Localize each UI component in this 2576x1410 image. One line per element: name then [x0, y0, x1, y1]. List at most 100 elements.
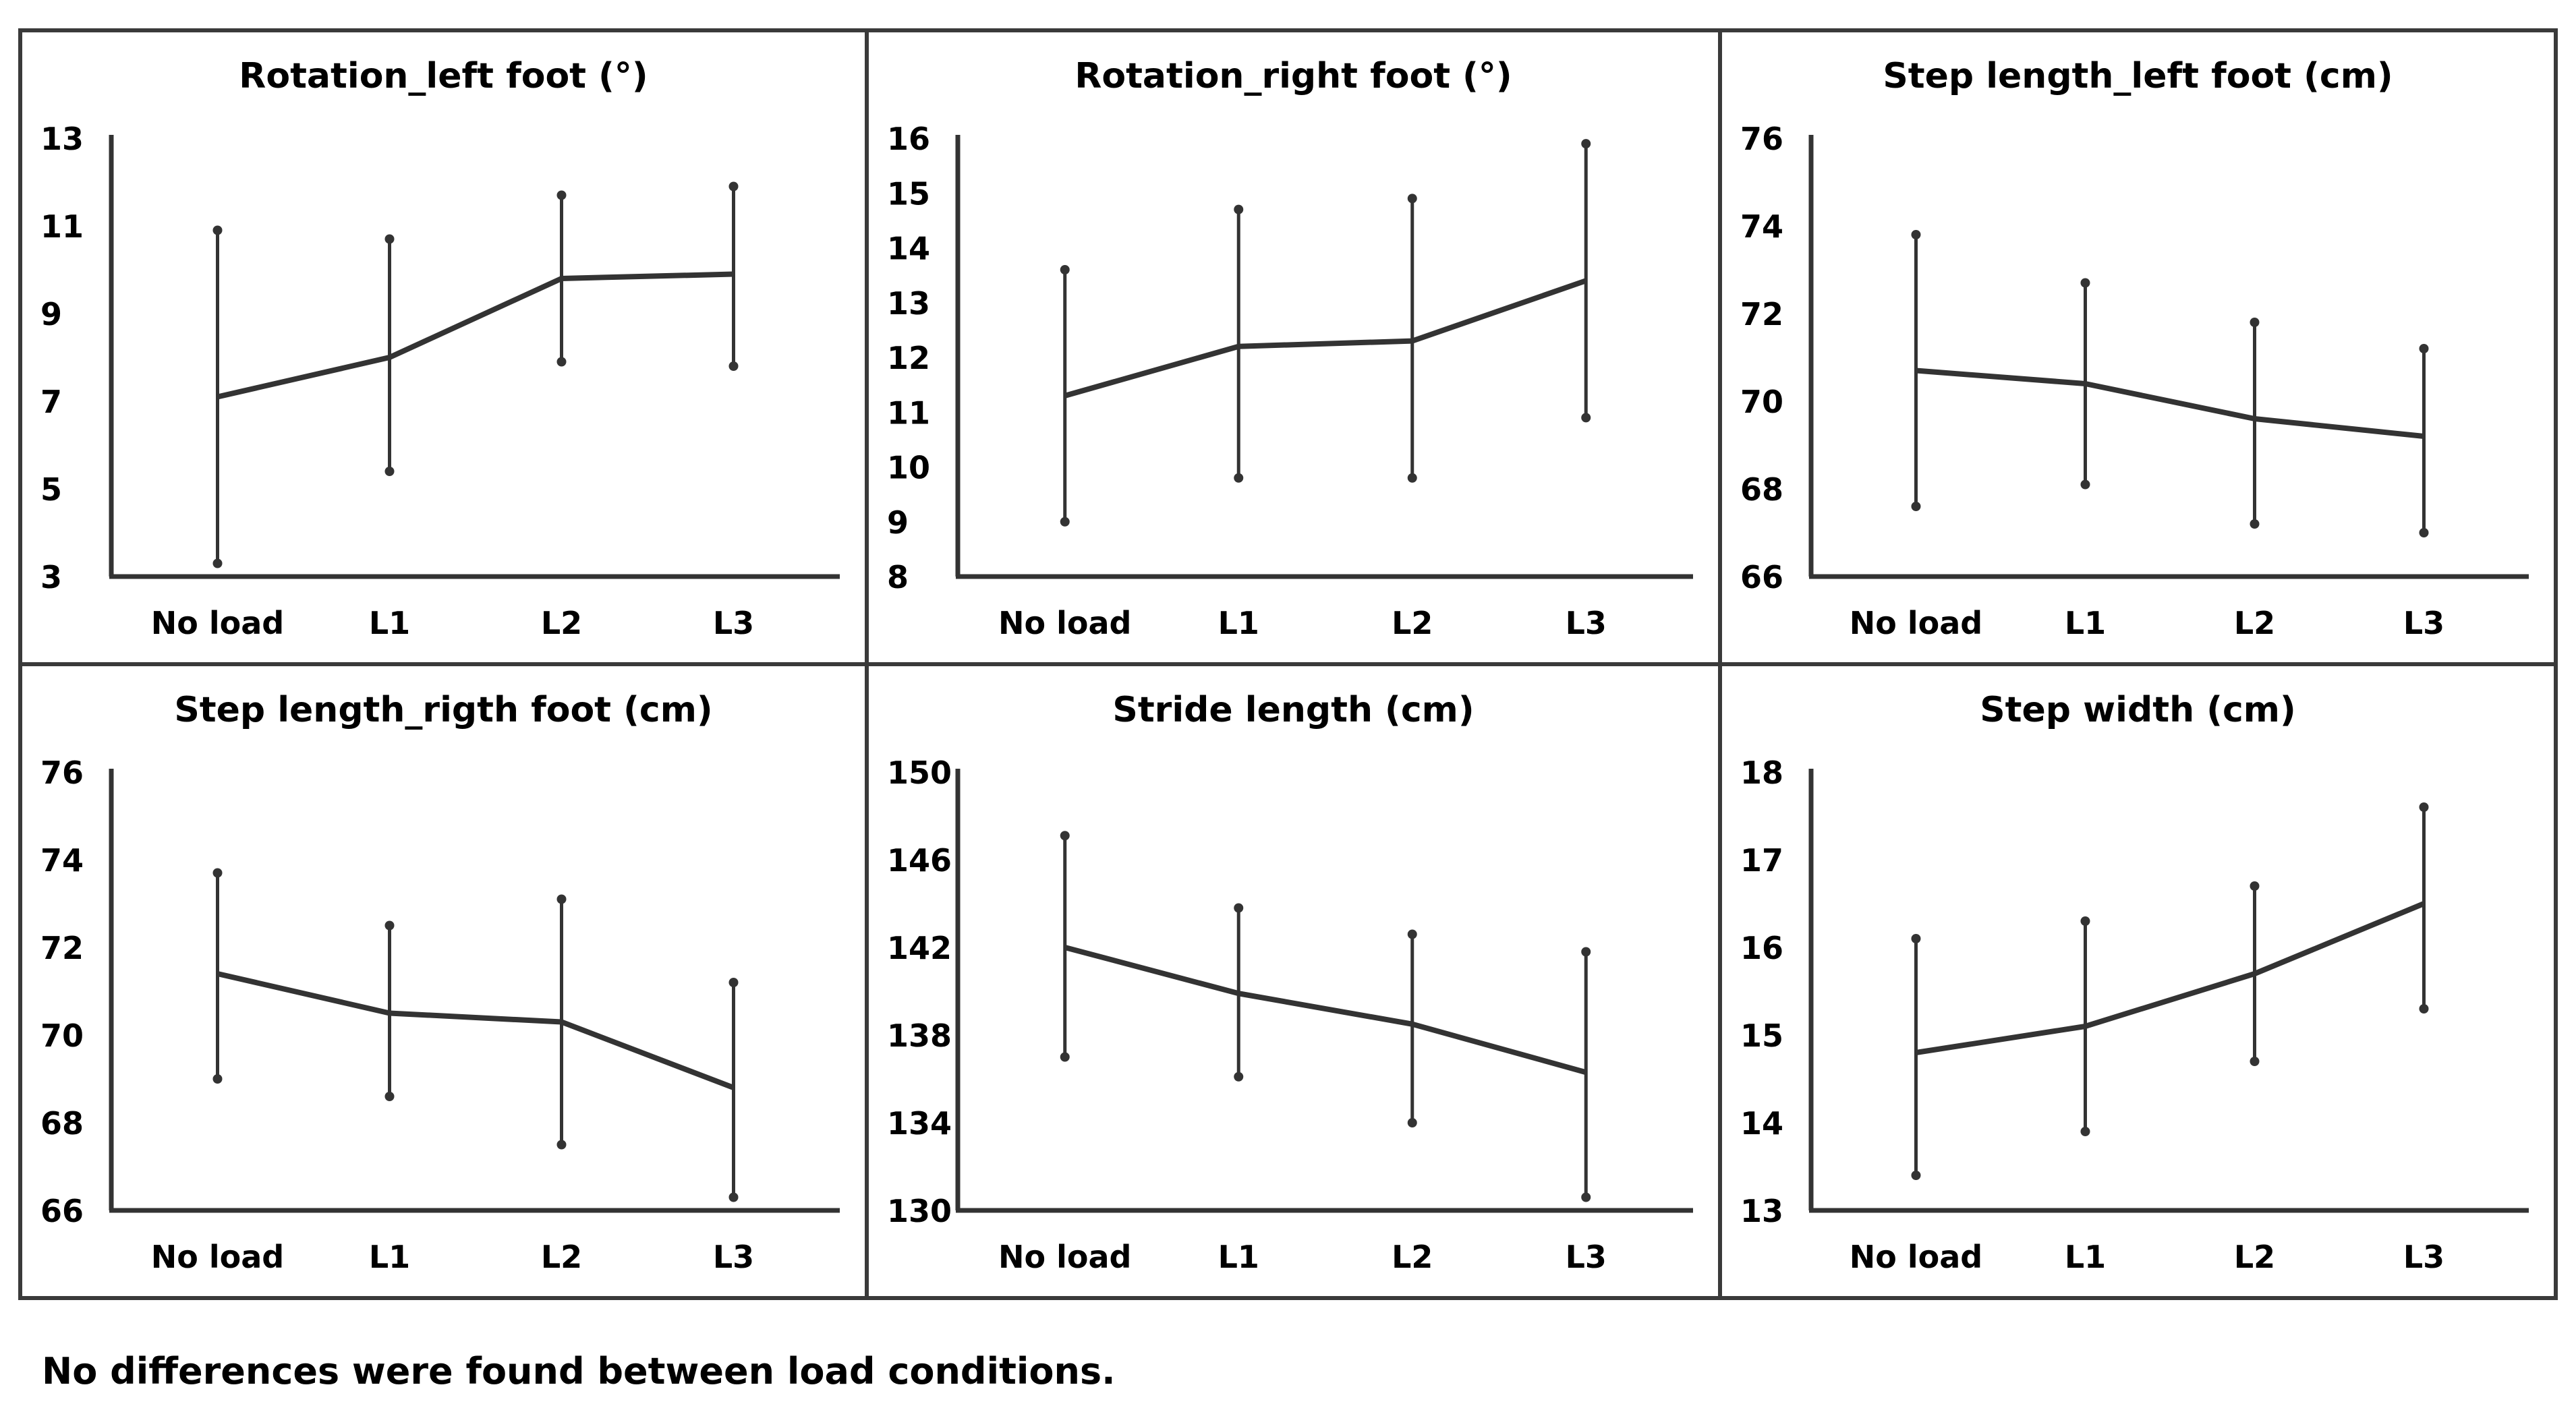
x-tick-label: No load	[1850, 605, 1982, 641]
y-tick-label: 16	[1740, 930, 1783, 966]
x-tick-label: L3	[1566, 605, 1607, 641]
y-tick-label: 142	[887, 930, 952, 966]
series-line	[217, 971, 735, 1090]
x-tick-label: L3	[713, 1239, 754, 1275]
error-cap-high	[1060, 831, 1070, 841]
chart-title: Rotation_left foot (°)	[239, 56, 648, 96]
chart-panel-3: Step length_left foot (cm) 76 74 72 70 68 66 No…	[1740, 56, 2529, 641]
error-cap-high	[1234, 204, 1244, 214]
x-tick-label: No load	[151, 605, 284, 641]
y-tick-label: 9	[887, 504, 909, 541]
y-tick-label: 15	[887, 175, 930, 212]
y-tick-label: 12	[887, 340, 930, 376]
y-tick-label: 13	[887, 285, 930, 322]
error-cap-low	[1581, 413, 1591, 423]
y-tick-label: 11	[887, 394, 930, 431]
y-tick-label: 18	[1740, 755, 1783, 791]
x-tick-label: L1	[1218, 1239, 1259, 1275]
error-cap-high	[212, 225, 223, 235]
x-tick-label: No load	[151, 1239, 284, 1275]
y-tick-label: 70	[40, 1018, 84, 1054]
error-cap-high	[1911, 934, 1921, 943]
error-cap-high	[384, 920, 395, 931]
chart-title: Stride length (cm)	[1112, 690, 1474, 730]
x-tick-label: L3	[1566, 1239, 1607, 1275]
x-tick-label: L2	[1392, 605, 1433, 641]
series-line	[217, 271, 734, 400]
series-line	[1916, 368, 2424, 439]
x-tick-label: L3	[2403, 1239, 2444, 1275]
error-cap-high	[728, 181, 739, 192]
error-cap-high	[556, 894, 567, 904]
error-cap-low	[2080, 1127, 2090, 1136]
error-cap-low	[212, 558, 223, 568]
error-cap-low	[1407, 473, 1417, 483]
y-tick-label: 7	[40, 384, 62, 420]
error-cap-low	[1234, 1071, 1244, 1082]
x-tick-label: L2	[541, 605, 582, 641]
error-cap-high	[2250, 881, 2260, 891]
error-cap-low	[2250, 519, 2260, 529]
error-cap-low	[1060, 517, 1070, 527]
x-tick-label: L2	[1392, 1239, 1433, 1275]
error-cap-high	[2419, 802, 2429, 812]
error-cap-high	[728, 978, 739, 987]
y-tick-label: 3	[40, 559, 62, 595]
series-line	[1064, 945, 1587, 1076]
error-cap-low	[212, 1074, 223, 1084]
chart-panel-2: Rotation_right foot (°) 16 15 14 13 12 11 10 9 8 N…	[887, 56, 1693, 641]
x-tick-label: L3	[713, 605, 754, 641]
y-tick-label: 76	[40, 755, 84, 791]
series-line	[1915, 901, 2426, 1055]
y-tick-label: 138	[887, 1018, 952, 1054]
error-cap-low	[728, 1192, 739, 1202]
x-tick-label: L2	[541, 1239, 582, 1275]
y-tick-label: 66	[40, 1193, 84, 1229]
error-cap-low	[2419, 528, 2429, 537]
error-cap-low	[384, 1092, 395, 1101]
error-cap-high	[2080, 916, 2090, 926]
x-tick-label: L1	[369, 605, 410, 641]
y-tick-label: 150	[887, 755, 952, 791]
error-cap-low	[384, 467, 395, 476]
x-tick-label: No load	[998, 1239, 1131, 1275]
y-tick-label: 15	[1740, 1018, 1783, 1054]
x-tick-label: L1	[1218, 605, 1259, 641]
y-tick-label: 11	[40, 208, 84, 245]
chart-panel-1: Rotation_left foot (°) 13 11 9 7 5 3 No load L1 L…	[40, 56, 840, 641]
y-tick-label: 68	[1740, 471, 1783, 508]
y-tick-label: 134	[887, 1105, 952, 1142]
error-cap-low	[1911, 1171, 1921, 1180]
y-tick-label: 72	[40, 930, 84, 966]
error-cap-low	[1911, 502, 1921, 511]
error-cap-high	[556, 190, 567, 200]
error-cap-high	[1581, 947, 1591, 957]
y-tick-label: 72	[1740, 296, 1783, 332]
error-cap-high	[1407, 194, 1417, 204]
error-cap-high	[2080, 278, 2090, 288]
chart-title: Step length_left foot (cm)	[1883, 56, 2393, 96]
y-tick-label: 8	[887, 559, 909, 595]
error-cap-high	[212, 868, 223, 878]
x-tick-label: L1	[2065, 605, 2106, 641]
y-tick-label: 130	[887, 1193, 952, 1229]
error-cap-low	[2250, 1057, 2260, 1066]
y-tick-label: 5	[40, 471, 62, 508]
x-tick-label: L2	[2234, 1239, 2275, 1275]
chart-panel-6: Step width (cm) 18 17 16 15 14 13 No load L1 L2 L3	[1740, 690, 2529, 1275]
x-tick-label: L1	[369, 1239, 410, 1275]
x-tick-label: L1	[2065, 1239, 2106, 1275]
y-tick-label: 76	[1740, 121, 1783, 157]
error-cap-low	[1234, 473, 1244, 483]
y-tick-label: 16	[887, 121, 930, 157]
chart-title: Step length_rigth foot (cm)	[174, 690, 712, 730]
error-cap-low	[1581, 1192, 1591, 1202]
error-cap-high	[1407, 929, 1417, 939]
error-cap-low	[1407, 1118, 1417, 1127]
error-cap-low	[2080, 479, 2090, 490]
error-cap-high	[2250, 318, 2260, 327]
x-tick-label: L2	[2234, 605, 2275, 641]
chart-panel-5: Stride length (cm) 150 146 142 138 134 130 No l…	[887, 690, 1693, 1275]
error-cap-low	[556, 357, 567, 367]
